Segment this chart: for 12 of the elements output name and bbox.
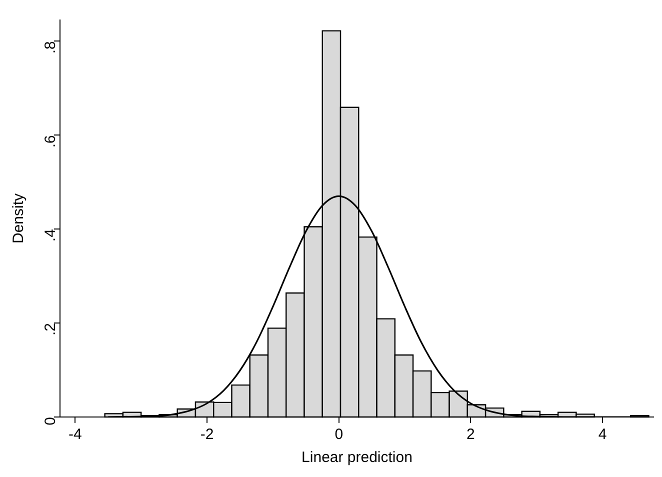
- x-tick-label: -2: [200, 426, 214, 444]
- y-tick-label: .8: [42, 41, 60, 54]
- y-tick-label: .6: [42, 135, 60, 148]
- y-tick-label: 0: [42, 417, 60, 426]
- x-tick-label: 0: [334, 426, 344, 444]
- y-tick-label: .2: [42, 323, 60, 336]
- x-tick-label: 2: [466, 426, 475, 444]
- y-axis-title: Density: [10, 193, 28, 244]
- x-tick-label: -4: [68, 426, 82, 444]
- x-axis-title: Linear prediction: [302, 449, 412, 466]
- y-tick-label: .4: [42, 229, 60, 242]
- x-tick-label: 4: [598, 426, 607, 444]
